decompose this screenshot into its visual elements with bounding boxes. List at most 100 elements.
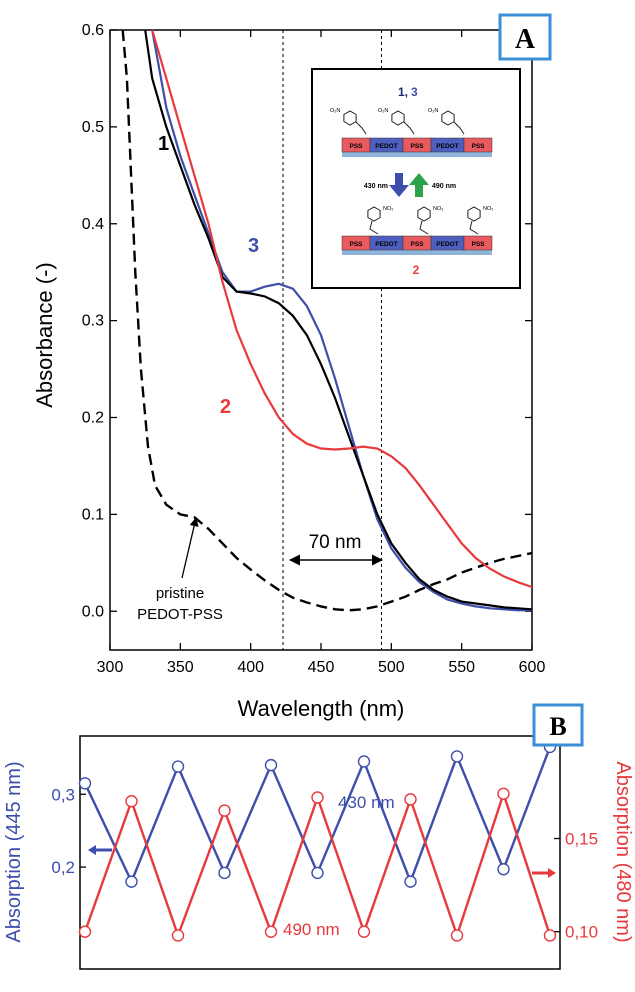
data-point	[125, 795, 138, 808]
x-tick-label: 550	[448, 659, 475, 676]
data-point	[404, 793, 417, 806]
inset-bottom-strip: PSS PEDOT PSS PEDOT PSS	[341, 235, 493, 255]
benzene-ring	[367, 206, 381, 222]
data-point	[264, 925, 278, 938]
panel-a: 0.0 0.1 0.2 0.3 0.4 0.5 0.6 300 350 400 450 500 550…	[32, 13, 552, 721]
data-point	[78, 925, 92, 938]
inset-490-label: 490 nm	[432, 183, 456, 190]
benzene-ring	[391, 110, 405, 126]
inset-top-molecules: O₂N O₂N O₂N	[330, 108, 465, 135]
panel-b-letter: B	[549, 712, 566, 741]
pristine-label-line2: PEDOT-PSS	[137, 606, 223, 623]
series-430-label: 430 nm	[338, 793, 395, 812]
substrate-layer	[342, 250, 492, 255]
panel-a-x-ticks: 300 350 400 450 500 550 600	[97, 30, 546, 676]
panel-b-frame	[79, 735, 561, 970]
data-point	[357, 755, 371, 768]
azo-bond	[453, 121, 465, 135]
benzene-ring	[441, 110, 455, 126]
data-point	[357, 925, 371, 938]
block-label: PSS	[349, 143, 363, 150]
panel-b-left-ticks: 0,2 0,3	[51, 785, 86, 877]
panel-b-left-axis-label: Absorption (445 nm)	[3, 761, 25, 942]
azo-bond	[369, 220, 379, 235]
inset-title-a: 1,	[398, 85, 408, 99]
left-axis-arrow-head	[88, 845, 96, 855]
block-label: PSS	[349, 241, 363, 248]
block-label: PSS	[471, 241, 485, 248]
x-tick-label: 350	[167, 659, 194, 676]
azo-bond	[419, 220, 429, 235]
right-tick-label: 0,15	[565, 830, 598, 849]
y-tick-label: 0.3	[82, 313, 104, 330]
pss-block	[463, 137, 493, 153]
curve-1-label: 1	[158, 133, 169, 155]
substituent-label: O₂N	[428, 108, 438, 114]
left-tick-label: 0,3	[51, 785, 75, 804]
pristine-label-line1: pristine	[156, 585, 204, 602]
inset-title-b: 3	[411, 85, 418, 99]
panel-b-right-ticks: 0,10 0,15	[554, 830, 598, 942]
panel-a-letter: A	[515, 24, 536, 55]
substituent-label: O₂N	[378, 108, 388, 114]
data-point	[125, 875, 138, 888]
curve-3-label: 3	[248, 235, 259, 257]
series-490-label: 490 nm	[283, 920, 340, 939]
data-point	[497, 787, 510, 800]
y-tick-label: 0.1	[82, 506, 104, 523]
right-tick-label: 0,10	[565, 923, 598, 942]
substituent-label: NO₂	[383, 206, 393, 212]
panel-a-series	[121, 29, 533, 612]
y-tick-label: 0.0	[82, 603, 104, 620]
panel-b-series	[78, 740, 557, 942]
benzene-ring	[417, 206, 431, 222]
inset-top-strip: PSS PEDOT PSS PEDOT PSS	[341, 137, 493, 157]
data-point	[311, 791, 324, 804]
y-tick-label: 0.4	[82, 216, 104, 233]
inset-bottom-molecules: NO₂ NO₂ NO₂	[367, 206, 493, 235]
y-tick-label: 0.5	[82, 119, 104, 136]
data-point	[404, 875, 417, 888]
x-tick-label: 450	[308, 659, 335, 676]
gap-label: 70 nm	[309, 532, 362, 553]
pss-block	[463, 235, 493, 251]
panel-b: 0,2 0,3 0,10 0,15 Absorption (445 nm) Abso…	[3, 703, 634, 970]
azo-bond	[355, 121, 367, 135]
data-point	[450, 750, 464, 763]
y-tick-label: 0.6	[82, 22, 104, 39]
substrate-layer	[342, 152, 492, 157]
right-axis-arrow-head	[548, 868, 556, 878]
panel-a-y-axis-label: Absorbance (-)	[32, 262, 57, 408]
substituent-label: NO₂	[483, 206, 493, 212]
inset-schematic: 1, 3 O₂N O₂N O₂N PSS PEDOT PSS PEDOT PSS 430 n…	[311, 68, 521, 289]
data-point	[264, 758, 278, 772]
green-up-arrow	[409, 173, 429, 197]
data-point	[497, 863, 510, 876]
substituent-label: NO₂	[433, 206, 443, 212]
pristine-arrow	[181, 517, 199, 579]
curve-2-label: 2	[220, 396, 231, 418]
panel-a-badge	[498, 13, 552, 61]
block-label: PEDOT	[375, 241, 397, 248]
benzene-ring	[343, 110, 357, 126]
data-point	[218, 866, 231, 880]
y-tick-label: 0.2	[82, 410, 104, 427]
inset-bottom-label: 2	[413, 263, 420, 277]
block-label: PSS	[471, 143, 485, 150]
series-line	[151, 29, 533, 589]
x-tick-label: 300	[97, 659, 124, 676]
left-tick-label: 0,2	[51, 858, 75, 877]
azo-bond	[403, 121, 415, 135]
substituent-label: O₂N	[330, 108, 340, 114]
data-point	[450, 929, 464, 942]
inset-430-label: 430 nm	[364, 183, 388, 190]
data-point	[171, 929, 185, 942]
block-label: PSS	[410, 143, 424, 150]
series-line	[121, 29, 533, 612]
azo-bond	[469, 220, 479, 235]
x-tick-label: 600	[519, 659, 546, 676]
data-point	[171, 760, 185, 773]
x-tick-label: 500	[378, 659, 405, 676]
panel-a-y-ticks: 0.0 0.1 0.2 0.3 0.4 0.5 0.6	[82, 22, 532, 620]
